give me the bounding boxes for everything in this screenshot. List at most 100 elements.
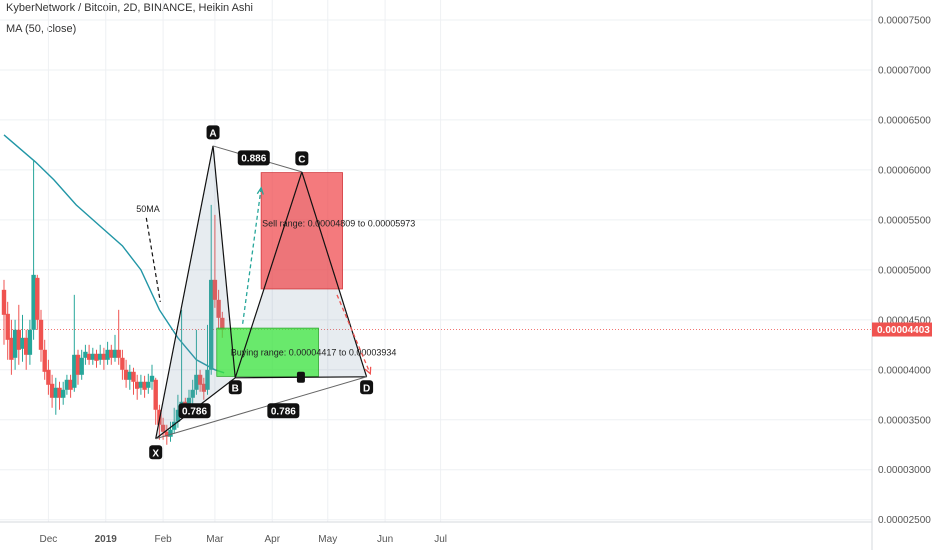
candle-down bbox=[123, 359, 129, 388]
point-label-a: A bbox=[209, 128, 216, 139]
point-badge-a bbox=[206, 125, 220, 140]
time-axis[interactable]: Dec 2019 Feb Mar Apr May Jun Jul bbox=[0, 521, 872, 545]
ratio-label-3: 0.786 bbox=[271, 406, 296, 417]
buy-zone-label: Buying range: 0.00004417 to 0.00003934 bbox=[231, 347, 397, 357]
candle-body bbox=[75, 354, 81, 375]
point-badge-d bbox=[360, 380, 374, 395]
ma-layer bbox=[3, 134, 225, 374]
ratio-badge bbox=[178, 403, 211, 419]
candle-body bbox=[72, 354, 77, 388]
leg-xd bbox=[155, 376, 367, 440]
candle-body bbox=[160, 424, 166, 432]
leg-cd bbox=[301, 171, 368, 377]
candle-body bbox=[164, 431, 169, 437]
candle-up bbox=[64, 374, 70, 395]
candle-body bbox=[194, 374, 199, 390]
candle-body bbox=[53, 387, 58, 398]
candle-body bbox=[138, 381, 144, 388]
candle-body bbox=[35, 277, 40, 320]
ratio-label-2: 0.786 bbox=[182, 406, 207, 417]
price-tick-label: 0.00003500 bbox=[878, 415, 931, 426]
candle-up bbox=[72, 294, 77, 392]
time-tick-label: Dec bbox=[40, 534, 58, 545]
buy-zone bbox=[216, 327, 319, 377]
candle-down bbox=[46, 359, 51, 395]
candle-body bbox=[83, 351, 88, 358]
candle-body bbox=[142, 381, 147, 390]
candle-up bbox=[168, 421, 173, 442]
candle-down bbox=[120, 349, 125, 380]
indicator-legend[interactable]: MA (50, close) bbox=[6, 23, 77, 35]
candle-body bbox=[38, 319, 44, 350]
candle-down bbox=[1, 279, 7, 345]
candle-body bbox=[27, 329, 33, 355]
price-tick-label: 0.00007500 bbox=[878, 15, 931, 26]
ratio-badge bbox=[237, 150, 270, 166]
grid-lines bbox=[0, 0, 872, 522]
candle-up bbox=[190, 379, 195, 405]
price-tick-label: 0.00004000 bbox=[878, 365, 931, 376]
candle-down bbox=[212, 214, 218, 308]
candle-body bbox=[209, 279, 214, 370]
candle-body bbox=[42, 349, 47, 372]
candle-body bbox=[220, 317, 225, 330]
candle-down bbox=[35, 274, 40, 330]
candle-body bbox=[98, 353, 103, 360]
candle-up bbox=[146, 373, 151, 394]
current-price-badge bbox=[872, 322, 932, 337]
price-tick-label: 0.00006500 bbox=[878, 115, 931, 126]
candle-body bbox=[168, 429, 173, 437]
candle-down bbox=[109, 344, 114, 365]
candle-body bbox=[68, 379, 73, 390]
candle-body bbox=[57, 387, 62, 398]
candle-down bbox=[201, 377, 206, 400]
candle-body bbox=[212, 279, 218, 300]
price-tick-label: 0.00007000 bbox=[878, 65, 931, 76]
candle-body bbox=[175, 409, 181, 422]
candle-body bbox=[31, 274, 36, 330]
candle-down bbox=[116, 309, 121, 365]
time-tick-label: Jun bbox=[377, 534, 393, 545]
candle-up bbox=[112, 334, 118, 362]
ratio-label-1: 0.886 bbox=[241, 153, 266, 164]
candle-down bbox=[75, 349, 81, 385]
candle-body bbox=[146, 381, 151, 388]
candle-down bbox=[131, 367, 136, 395]
candle-body bbox=[135, 381, 140, 389]
candle-body bbox=[197, 374, 203, 385]
leg-ab bbox=[212, 145, 236, 378]
price-tick-label: 0.00005000 bbox=[878, 265, 931, 276]
candle-down bbox=[68, 374, 73, 398]
candle-body bbox=[127, 371, 132, 380]
candle-down bbox=[38, 309, 44, 362]
candle-down bbox=[197, 369, 203, 392]
candle-up bbox=[61, 381, 66, 405]
candle-body bbox=[190, 389, 195, 398]
candle-up bbox=[31, 159, 36, 340]
candle-body bbox=[120, 357, 125, 370]
candle-body bbox=[131, 371, 136, 382]
leg-bc bbox=[234, 171, 303, 378]
price-axis[interactable]: 0.00007500 0.00007000 0.00006500 0.00006000… bbox=[871, 0, 932, 550]
candle-body bbox=[90, 353, 95, 360]
candle-down bbox=[94, 349, 99, 368]
point-label-b: B bbox=[232, 383, 239, 394]
candle-body bbox=[61, 389, 66, 398]
projection-arrow-down bbox=[336, 294, 371, 375]
harmonic-pattern[interactable]: Buying range: 0.00004417 to 0.00003934 Se… bbox=[136, 125, 415, 460]
time-tick-label: Feb bbox=[154, 534, 172, 545]
candle-up bbox=[105, 341, 110, 365]
time-tick-label: May bbox=[318, 534, 337, 545]
candle-up bbox=[138, 374, 144, 395]
candle-up bbox=[194, 329, 199, 395]
candle-body bbox=[79, 357, 84, 375]
projection-arrow-up-head bbox=[256, 186, 264, 195]
candle-body bbox=[12, 329, 18, 358]
price-tick-label: 0.00005500 bbox=[878, 215, 931, 226]
time-tick-label: Jul bbox=[434, 534, 447, 545]
candle-body bbox=[109, 349, 114, 358]
candle-down bbox=[153, 377, 158, 425]
time-tick-label: Apr bbox=[264, 534, 280, 545]
annotation-50ma-pointer bbox=[145, 217, 161, 302]
